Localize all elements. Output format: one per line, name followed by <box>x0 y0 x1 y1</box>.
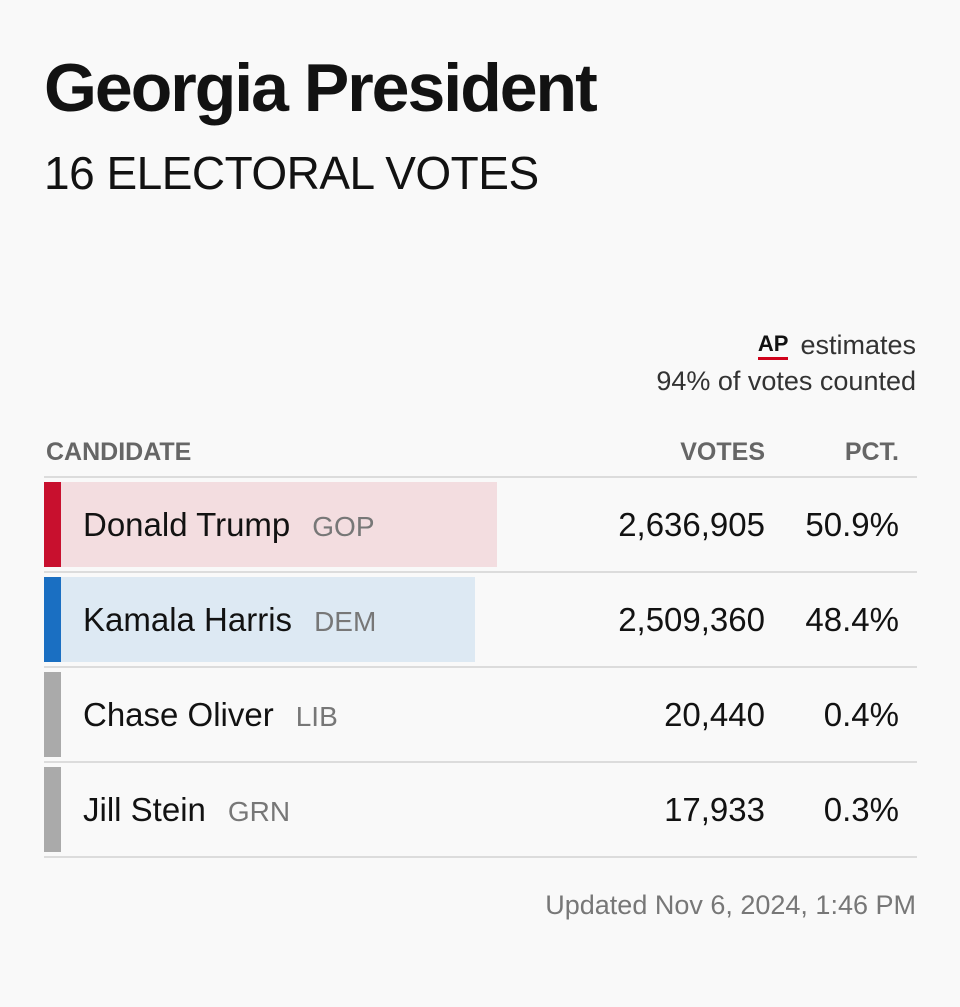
vote-percent: 0.4% <box>823 696 899 733</box>
vote-share-bar <box>61 482 497 567</box>
vote-share-bar <box>61 577 475 662</box>
candidate-name: Chase Oliver LIB <box>83 695 338 737</box>
party-color-bar <box>44 482 61 567</box>
party-color-bar <box>44 577 61 662</box>
column-header-pct: PCT. <box>844 438 899 466</box>
party-color-bar <box>44 767 61 852</box>
vote-percent: 48.4% <box>805 601 899 638</box>
party-color-bar <box>44 672 61 757</box>
candidate-name-text: Donald Trump <box>83 506 291 543</box>
electoral-votes-subtitle: 16 ELECTORAL VOTES <box>44 147 539 199</box>
candidate-name: Jill Stein GRN <box>83 790 290 832</box>
column-header-candidate: CANDIDATE <box>46 438 192 466</box>
table-row: Donald Trump GOP 2,636,905 50.9% <box>44 478 917 573</box>
ap-logo: AP <box>757 333 789 360</box>
party-label: DEM <box>314 606 377 637</box>
table-row: Kamala Harris DEM 2,509,360 48.4% <box>44 573 917 668</box>
vote-count: 2,636,905 <box>618 506 765 543</box>
candidate-name: Donald Trump GOP <box>83 505 375 547</box>
table-row: Chase Oliver LIB 20,440 0.4% <box>44 668 917 763</box>
party-label: LIB <box>295 701 338 732</box>
estimates-label: estimates <box>800 330 916 360</box>
page-title: Georgia President <box>44 50 598 126</box>
table-row: Jill Stein GRN 17,933 0.3% <box>44 763 917 858</box>
results-table: CANDIDATE VOTES PCT. Donald Trump GOP 2,6… <box>44 432 917 858</box>
column-header-votes: VOTES <box>680 438 765 466</box>
updated-timestamp: Updated Nov 6, 2024, 1:46 PM <box>545 890 916 920</box>
vote-percent: 0.3% <box>823 791 899 828</box>
candidate-name: Kamala Harris DEM <box>83 600 376 642</box>
vote-count: 20,440 <box>664 696 765 733</box>
votes-counted: 94% of votes counted <box>656 366 916 396</box>
party-label: GOP <box>312 511 375 542</box>
vote-share-bar <box>61 672 64 757</box>
party-label: GRN <box>227 796 291 827</box>
vote-count: 17,933 <box>664 791 765 828</box>
candidate-name-text: Chase Oliver <box>83 696 274 733</box>
table-header: CANDIDATE VOTES PCT. <box>44 432 917 478</box>
candidate-name-text: Jill Stein <box>83 791 206 828</box>
vote-share-bar <box>61 767 64 852</box>
source-line: AP estimates <box>757 328 916 362</box>
candidate-name-text: Kamala Harris <box>83 601 293 638</box>
vote-percent: 50.9% <box>805 506 899 543</box>
vote-count: 2,509,360 <box>618 601 765 638</box>
